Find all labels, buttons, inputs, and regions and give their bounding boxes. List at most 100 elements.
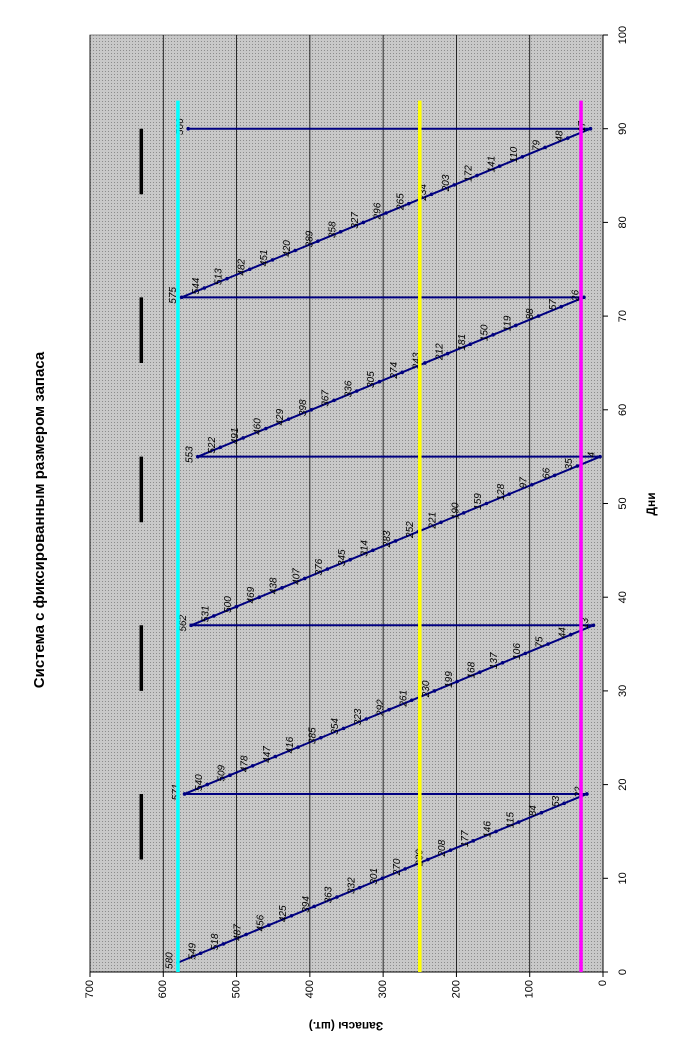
point: [409, 698, 414, 703]
point-label: 261: [398, 690, 409, 708]
point: [316, 239, 320, 243]
rotated-chart: Система с фиксированным размером запаса …: [31, 26, 658, 1033]
point: [461, 511, 466, 515]
point: [426, 857, 430, 862]
point-label: 115: [505, 812, 516, 828]
plot-area: [89, 34, 604, 973]
point-label: 456: [255, 914, 266, 931]
x-axis-title: Дни: [644, 492, 658, 515]
point: [491, 333, 495, 337]
point: [384, 211, 388, 215]
point: [364, 717, 369, 721]
point: [205, 782, 210, 787]
point: [429, 192, 434, 197]
point: [296, 745, 300, 749]
point: [530, 482, 534, 487]
point: [186, 126, 191, 131]
point: [513, 323, 518, 328]
point: [244, 932, 248, 937]
point-label: 274: [389, 362, 400, 380]
point-label: 531: [200, 606, 211, 623]
point: [455, 679, 459, 684]
point: [273, 754, 278, 759]
point: [520, 155, 525, 159]
point-label: 500: [223, 596, 234, 613]
y-tick-label: 300: [377, 980, 389, 998]
point-label: 513: [214, 268, 225, 285]
point-label: 177: [460, 830, 471, 847]
point: [393, 539, 398, 543]
point-label: 363: [324, 886, 335, 903]
point-label: 358: [327, 221, 338, 238]
point: [468, 342, 473, 347]
point-label: 119: [502, 315, 513, 331]
point: [182, 792, 187, 796]
point: [475, 173, 479, 178]
point: [598, 454, 602, 459]
point-label: 252: [405, 521, 416, 539]
point-label: 566: [175, 118, 186, 135]
point: [325, 567, 330, 571]
point-label: 407: [291, 568, 302, 585]
point-label: 203: [441, 174, 452, 192]
point-label: 487: [233, 924, 244, 941]
point: [562, 801, 566, 806]
y-tick-label: 0: [597, 980, 609, 986]
point-label: 522: [207, 437, 218, 454]
point: [312, 904, 317, 909]
x-tick-label: 30: [617, 685, 629, 697]
point: [289, 913, 294, 918]
point: [338, 229, 343, 234]
point: [202, 286, 207, 290]
point-label: 84: [528, 805, 539, 817]
point-label: 354: [330, 718, 341, 735]
point-label: 159: [473, 493, 484, 510]
y-tick-label: 500: [230, 980, 242, 998]
point: [309, 407, 314, 412]
point: [380, 876, 385, 881]
point-label: 305: [366, 371, 377, 388]
point: [348, 557, 352, 562]
point: [361, 220, 366, 225]
point-label: 88: [525, 308, 536, 320]
point: [591, 623, 596, 628]
point-label: 518: [210, 933, 221, 950]
point: [218, 445, 223, 450]
point-label: 199: [444, 671, 455, 688]
point: [471, 839, 476, 843]
point: [452, 183, 457, 187]
point-label: 270: [392, 858, 403, 876]
point-label: 283: [382, 530, 393, 548]
point-label: 549: [187, 942, 198, 959]
point: [225, 276, 229, 281]
point-label: 150: [480, 324, 491, 341]
y-tick-label: 700: [84, 980, 96, 998]
point-label: 141: [486, 156, 497, 173]
point: [566, 136, 570, 140]
point-label: 323: [353, 708, 364, 725]
point: [543, 145, 547, 150]
point-label: 296: [373, 202, 384, 220]
point: [445, 351, 450, 356]
point: [568, 632, 573, 637]
point: [403, 867, 407, 871]
point-label: 398: [298, 399, 309, 416]
point-label: 79: [532, 139, 543, 151]
point-label: 190: [450, 502, 461, 519]
point: [257, 595, 262, 599]
point-label: 314: [360, 540, 371, 557]
point-label: 451: [259, 250, 270, 267]
point: [478, 670, 482, 674]
point-label: 4: [587, 451, 598, 457]
x-tick-label: 0: [617, 969, 629, 975]
point: [241, 436, 245, 440]
point-label: 35: [564, 458, 575, 470]
x-tick-label: 100: [617, 26, 629, 44]
point-label: 345: [337, 549, 348, 566]
point-label: 540: [194, 774, 205, 791]
point: [423, 361, 427, 365]
point-label: 429: [275, 408, 286, 425]
point: [400, 370, 404, 375]
point-label: 22: [574, 786, 585, 799]
point-label: 168: [467, 661, 478, 678]
